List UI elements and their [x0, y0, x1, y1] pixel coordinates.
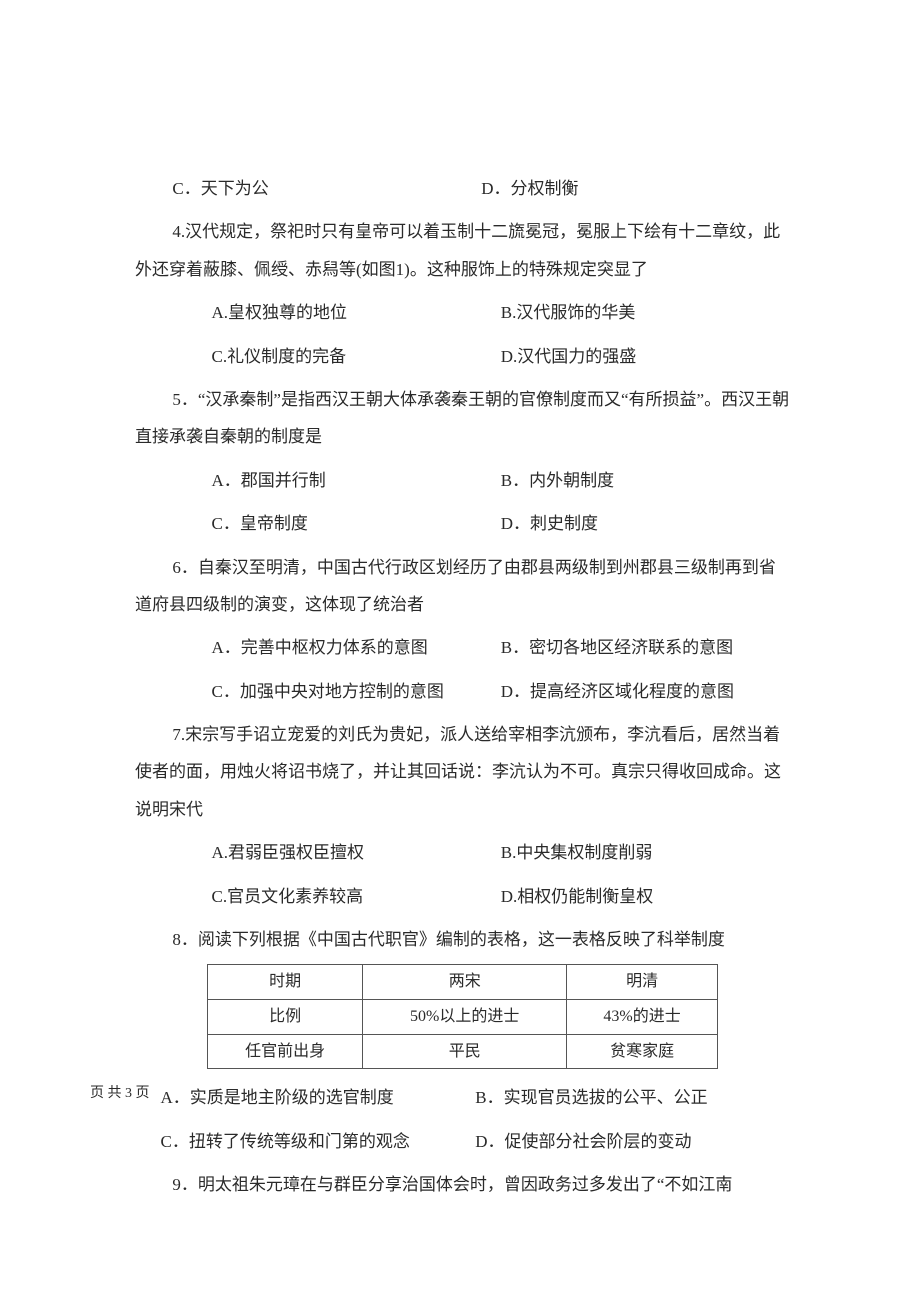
- q5-opt-d: D．刺史制度: [501, 505, 790, 542]
- q4-opt-c: C.礼仪制度的完备: [212, 338, 501, 375]
- q8-opt-c: C．扭转了传统等级和门第的观念: [161, 1123, 476, 1160]
- q7-options-ab: A.君弱臣强权臣擅权 B.中央集权制度削弱: [135, 834, 790, 871]
- q3-opt-c: C．天下为公: [172, 170, 481, 207]
- cell: 比例: [208, 1000, 363, 1035]
- q3-opt-d: D．分权制衡: [481, 170, 790, 207]
- cell: 明清: [567, 965, 718, 1000]
- q4-options-ab: A.皇权独尊的地位 B.汉代服饰的华美: [135, 294, 790, 331]
- q7-stem: 7.宋宗写手诏立宠爱的刘氏为贵妃，派人送给宰相李沆颁布，李沆看后，居然当着使者的…: [135, 716, 790, 828]
- q6-opt-c: C．加强中央对地方控制的意图: [212, 673, 501, 710]
- q5-options-cd: C．皇帝制度 D．刺史制度: [135, 505, 790, 542]
- q4-opt-d: D.汉代国力的强盛: [501, 338, 790, 375]
- table-row: 任官前出身 平民 贫寒家庭: [208, 1034, 718, 1069]
- q6-stem: 6．自秦汉至明清，中国古代行政区划经历了由郡县两级制到州郡县三级制再到省道府县四…: [135, 549, 790, 624]
- cell: 时期: [208, 965, 363, 1000]
- q7-options-cd: C.官员文化素养较高 D.相权仍能制衡皇权: [135, 878, 790, 915]
- cell: 贫寒家庭: [567, 1034, 718, 1069]
- q8-options-ab: A．实质是地主阶级的选官制度 B．实现官员选拔的公平、公正: [161, 1079, 791, 1116]
- q4-opt-b: B.汉代服饰的华美: [501, 294, 790, 331]
- q7-opt-d: D.相权仍能制衡皇权: [501, 878, 790, 915]
- q5-opt-b: B．内外朝制度: [501, 462, 790, 499]
- q6-options-ab: A．完善中枢权力体系的意图 B．密切各地区经济联系的意图: [135, 629, 790, 666]
- q4-options-cd: C.礼仪制度的完备 D.汉代国力的强盛: [135, 338, 790, 375]
- q5-options-ab: A．郡国并行制 B．内外朝制度: [135, 462, 790, 499]
- cell: 任官前出身: [208, 1034, 363, 1069]
- q8-stem: 8．阅读下列根据《中国古代职官》编制的表格，这一表格反映了科举制度: [135, 921, 790, 958]
- cell: 50%以上的进士: [363, 1000, 567, 1035]
- q6-opt-d: D．提高经济区域化程度的意图: [501, 673, 790, 710]
- q6-opt-a: A．完善中枢权力体系的意图: [212, 629, 501, 666]
- q6-opt-b: B．密切各地区经济联系的意图: [501, 629, 790, 666]
- q3-options-cd: C．天下为公 D．分权制衡: [135, 170, 790, 207]
- cell: 平民: [363, 1034, 567, 1069]
- q7-opt-b: B.中央集权制度削弱: [501, 834, 790, 871]
- q6-options-cd: C．加强中央对地方控制的意图 D．提高经济区域化程度的意图: [135, 673, 790, 710]
- cell: 43%的进士: [567, 1000, 718, 1035]
- q7-opt-a: A.君弱臣强权臣擅权: [212, 834, 501, 871]
- q5-opt-c: C．皇帝制度: [212, 505, 501, 542]
- q4-stem: 4.汉代规定，祭祀时只有皇帝可以着玉制十二旒冕冠，冕服上下绘有十二章纹，此外还穿…: [135, 213, 790, 288]
- q4-opt-a: A.皇权独尊的地位: [212, 294, 501, 331]
- table-row: 时期 两宋 明清: [208, 965, 718, 1000]
- q5-opt-a: A．郡国并行制: [212, 462, 501, 499]
- cell: 两宋: [363, 965, 567, 1000]
- q8-opt-a: A．实质是地主阶级的选官制度: [161, 1079, 476, 1116]
- q8-table: 时期 两宋 明清 比例 50%以上的进士 43%的进士 任官前出身 平民 贫寒家…: [207, 964, 718, 1069]
- q5-stem: 5．“汉承秦制”是指西汉王朝大体承袭秦王朝的官僚制度而又“有所损益”。西汉王朝直…: [135, 381, 790, 456]
- page-footer: 页 共 3 页: [90, 1082, 150, 1102]
- q9-stem: 9．明太祖朱元璋在与群臣分享治国体会时，曾因政务过多发出了“不如江南: [135, 1166, 790, 1203]
- exam-content: C．天下为公 D．分权制衡 4.汉代规定，祭祀时只有皇帝可以着玉制十二旒冕冠，冕…: [135, 170, 790, 1203]
- q8-options-cd: C．扭转了传统等级和门第的观念 D．促使部分社会阶层的变动: [161, 1123, 791, 1160]
- q8-opt-b: B．实现官员选拔的公平、公正: [475, 1079, 790, 1116]
- q8-opt-d: D．促使部分社会阶层的变动: [475, 1123, 790, 1160]
- q7-opt-c: C.官员文化素养较高: [212, 878, 501, 915]
- table-row: 比例 50%以上的进士 43%的进士: [208, 1000, 718, 1035]
